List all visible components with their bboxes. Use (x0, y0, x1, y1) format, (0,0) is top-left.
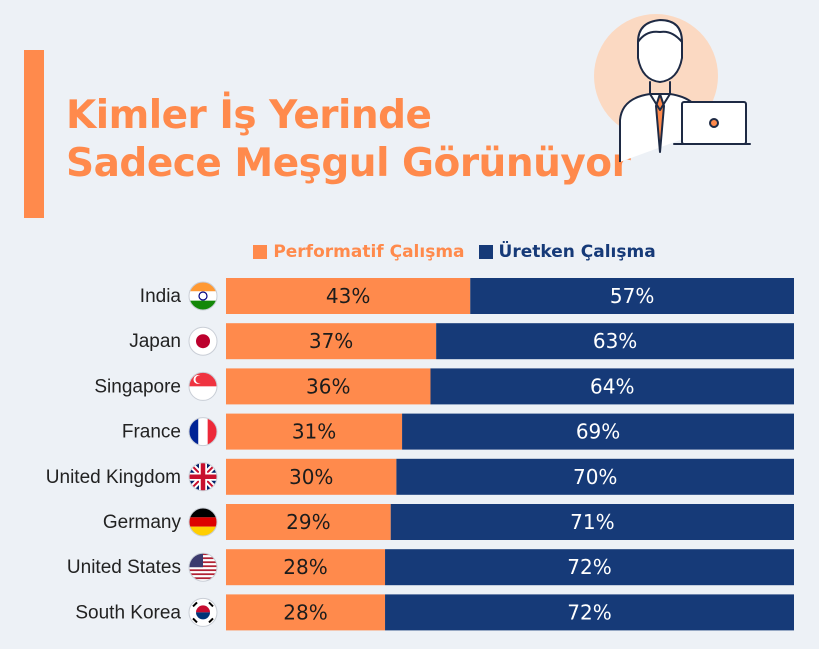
bar-performative (226, 368, 431, 405)
bar-performative (226, 413, 403, 450)
data-label-productive: 63% (593, 329, 637, 353)
bar-performative (226, 278, 471, 314)
category-label: South Korea (75, 602, 181, 623)
usa-flag-icon (188, 552, 218, 582)
bar-productive (385, 594, 794, 631)
bar-performative (226, 458, 397, 495)
data-label-performative: 31% (292, 420, 336, 444)
chart-legend: Performatif Çalışma Üretken Çalışma (0, 242, 819, 262)
data-label-performative: 36% (306, 374, 350, 398)
chart-title: Kimler İş Yerinde Sadece Meşgul Görünüyo… (66, 92, 631, 188)
data-label-productive: 72% (567, 600, 611, 624)
uk-flag-icon (188, 462, 218, 492)
bar-productive (402, 413, 794, 450)
category-label: Germany (103, 512, 182, 533)
bar-productive (390, 504, 794, 540)
bar-productive (436, 323, 794, 360)
bar-performative (226, 549, 386, 586)
germany-flag-icon (188, 507, 218, 537)
bar-performative (226, 323, 437, 360)
category-label: India (140, 286, 182, 307)
data-label-productive: 70% (573, 465, 617, 489)
legend-swatch-productive (478, 245, 493, 259)
legend-swatch-performative (253, 245, 268, 259)
legend-item-performative: Performatif Çalışma (253, 242, 465, 262)
data-label-performative: 43% (326, 284, 370, 308)
bar-productive (430, 368, 794, 405)
singapore-flag-icon (188, 371, 218, 401)
category-label: Japan (129, 331, 181, 352)
bar-performative (226, 594, 386, 631)
south-korea-flag-icon (188, 597, 218, 627)
office-worker-illustration (594, 14, 751, 162)
title-line-1: Kimler İş Yerinde (66, 93, 432, 138)
data-label-productive: 72% (567, 555, 611, 579)
category-label: France (122, 422, 181, 443)
category-label: United States (67, 557, 181, 578)
data-label-productive: 57% (610, 284, 654, 308)
data-label-productive: 69% (576, 420, 620, 444)
legend-label-performative: Performatif Çalışma (273, 242, 465, 262)
data-label-productive: 64% (590, 374, 634, 398)
india-flag-icon (188, 281, 218, 311)
category-label: Singapore (94, 376, 181, 397)
bar-productive (396, 458, 794, 495)
legend-item-productive: Üretken Çalışma (478, 242, 656, 262)
france-flag-icon (188, 417, 218, 447)
data-label-productive: 71% (570, 510, 614, 534)
legend-label-productive: Üretken Çalışma (498, 242, 656, 262)
title-accent-bar (24, 50, 44, 218)
title-line-2: Sadece Meşgul Görünüyor (66, 141, 631, 186)
data-label-performative: 28% (283, 600, 327, 624)
data-label-performative: 37% (309, 329, 353, 353)
data-label-performative: 29% (286, 510, 330, 534)
category-label: United Kingdom (46, 467, 181, 488)
bar-productive (385, 549, 794, 586)
bar-performative (226, 504, 391, 540)
data-label-performative: 28% (283, 555, 327, 579)
bar-productive (470, 278, 794, 314)
japan-flag-icon (188, 326, 218, 356)
data-label-performative: 30% (289, 465, 333, 489)
